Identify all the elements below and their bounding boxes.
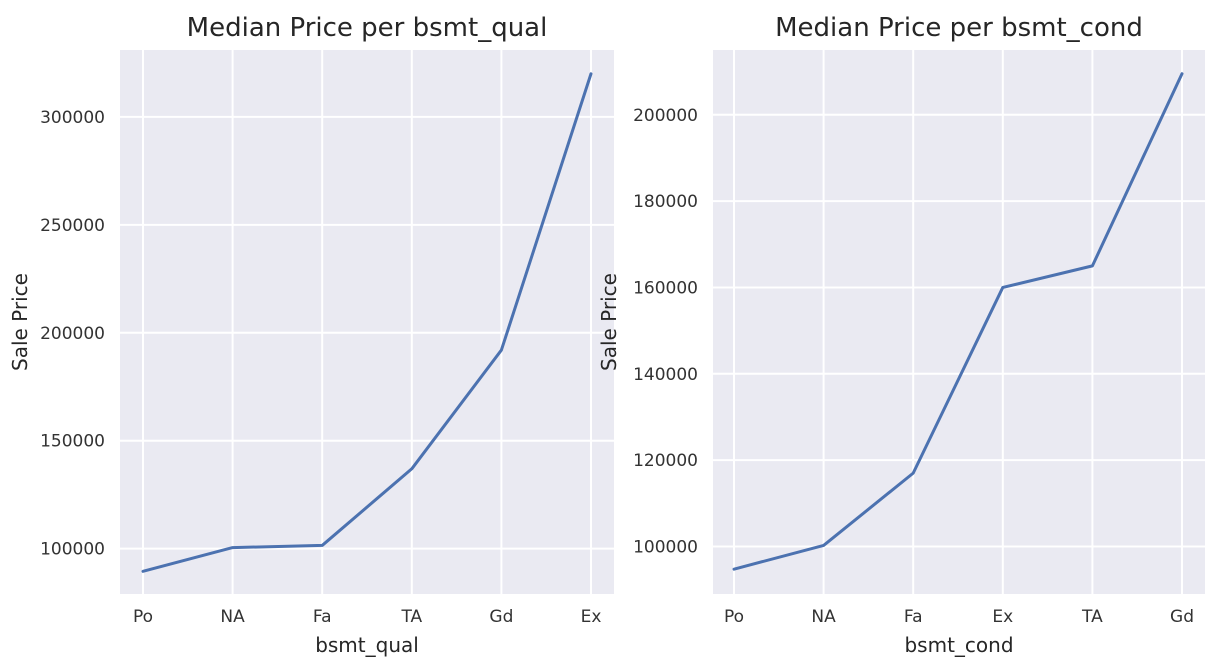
y-axis-label: Sale Price: [597, 273, 621, 371]
y-tick-label: 150000: [40, 432, 105, 452]
y-tick-label: 100000: [633, 538, 698, 558]
x-tick-label: NA: [811, 607, 836, 627]
series-line: [141, 72, 593, 573]
x-axis-label: bsmt_cond: [904, 633, 1013, 657]
series-line: [732, 72, 1184, 571]
x-tick-label: TA: [1081, 607, 1103, 627]
y-tick-label: 250000: [40, 216, 105, 236]
x-tick-label: Gd: [489, 607, 513, 627]
y-tick-label: 160000: [633, 278, 698, 298]
x-tick-label: Ex: [581, 607, 602, 627]
y-tick-label: 140000: [633, 365, 698, 385]
chart-title: Median Price per bsmt_cond: [775, 13, 1143, 43]
plot-area: [120, 50, 614, 594]
x-tick-label: Gd: [1170, 607, 1194, 627]
x-tick-label: Po: [133, 607, 153, 627]
x-axis-label: bsmt_qual: [315, 633, 419, 657]
x-tick-label: Ex: [992, 607, 1013, 627]
y-axis-label: Sale Price: [8, 273, 32, 371]
x-tick-label: Po: [724, 607, 744, 627]
x-tick-label: Fa: [904, 607, 923, 627]
y-tick-label: 180000: [633, 192, 698, 212]
x-tick-label: TA: [400, 607, 422, 627]
y-tick-label: 200000: [40, 324, 105, 344]
chart-1: 100000 150000 200000 250000 300000 Po NA Fa TA Gd…: [8, 13, 614, 657]
chart-title: Median Price per bsmt_qual: [187, 13, 548, 43]
plot-area: [713, 50, 1205, 594]
y-tick-label: 100000: [40, 540, 105, 560]
chart-2: 100000 120000 140000 160000 180000 200000 Po NA…: [597, 13, 1205, 657]
y-tick-label: 200000: [633, 106, 698, 126]
y-tick-label: 300000: [40, 108, 105, 128]
y-tick-label: 120000: [633, 451, 698, 471]
x-tick-label: NA: [220, 607, 245, 627]
x-tick-label: Fa: [313, 607, 332, 627]
